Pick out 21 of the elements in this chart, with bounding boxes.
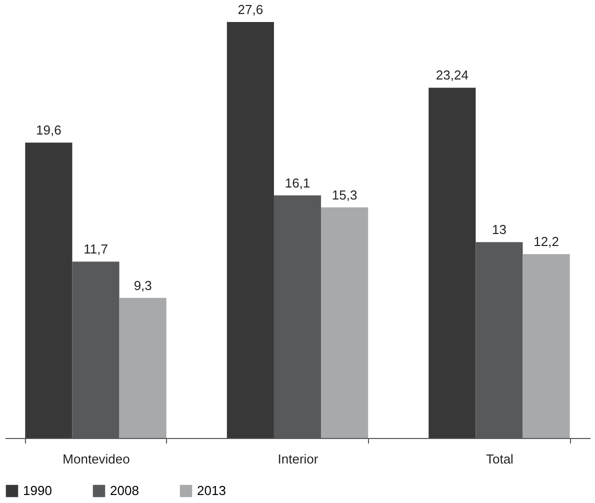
legend-label: 2008: [110, 483, 139, 498]
legend-label: 1990: [23, 483, 52, 498]
bar: [25, 142, 72, 438]
x-tick-label: Interior: [278, 452, 319, 466]
bar: [226, 22, 274, 438]
data-label: 27,6: [238, 2, 264, 18]
data-label: 12,2: [534, 234, 559, 250]
bar: [119, 298, 166, 438]
bar: [428, 88, 476, 438]
x-tick-label: Total: [486, 452, 514, 466]
bar: [522, 254, 570, 438]
x-tick-label: Montevideo: [62, 452, 130, 466]
bar: [321, 207, 368, 438]
data-label: 23,24: [436, 68, 468, 83]
data-label: 13: [492, 222, 506, 238]
data-label: 11,7: [84, 242, 108, 257]
legend-label: 2013: [197, 483, 226, 498]
data-label: 16,1: [284, 175, 310, 190]
data-label: 15,3: [332, 187, 358, 202]
data-label: 19,6: [36, 122, 62, 138]
data-label: 9,3: [134, 278, 152, 293]
